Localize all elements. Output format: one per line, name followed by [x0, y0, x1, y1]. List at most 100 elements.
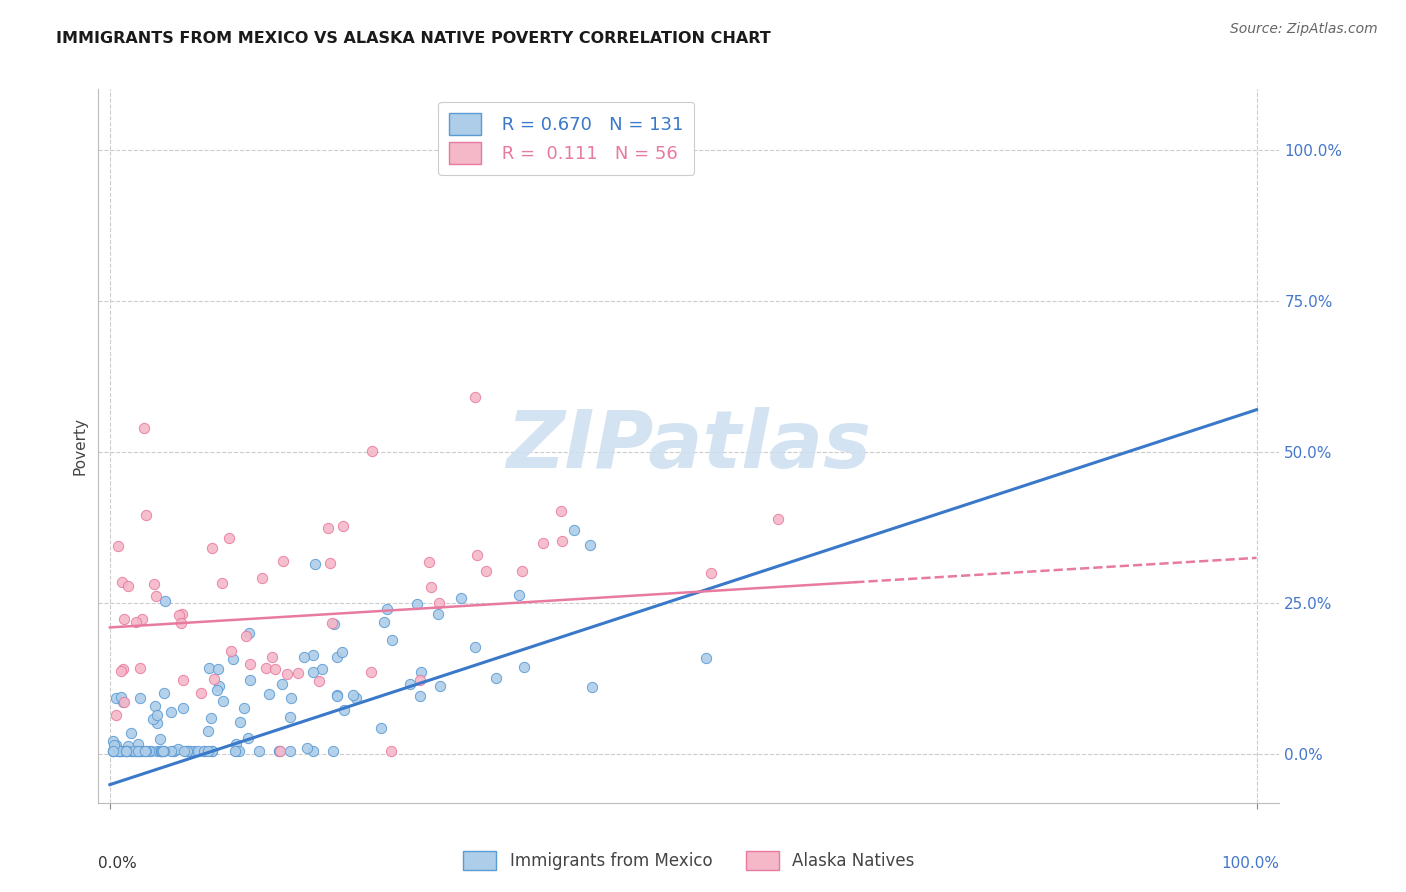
Point [344, 691, 367, 706]
Point [411, 665, 433, 680]
Point [173, 744, 195, 758]
Point [176, 744, 198, 758]
Point [301, 648, 323, 662]
Point [280, 691, 302, 706]
Point [131, 612, 153, 626]
Point [250, 571, 273, 585]
Point [110, 690, 132, 705]
Point [122, 744, 145, 758]
Point [108, 744, 131, 758]
Point [360, 665, 382, 680]
Point [107, 539, 129, 553]
Point [150, 744, 173, 758]
Point [302, 744, 325, 758]
Point [193, 744, 215, 758]
Point [208, 679, 231, 693]
Point [464, 390, 486, 404]
Point [267, 744, 290, 758]
Point [409, 689, 432, 703]
Point [325, 690, 347, 704]
Point [159, 744, 181, 758]
Point [464, 640, 486, 654]
Point [129, 744, 152, 758]
Point [238, 625, 260, 640]
Point [132, 421, 155, 435]
Point [247, 744, 270, 758]
Point [302, 665, 325, 679]
Point [127, 744, 149, 758]
Point [110, 744, 132, 758]
Point [152, 744, 174, 758]
Point [127, 744, 149, 758]
Point [128, 661, 150, 675]
Point [150, 744, 173, 758]
Point [145, 589, 167, 603]
Point [153, 686, 176, 700]
Point [129, 744, 152, 758]
Text: Source: ZipAtlas.com: Source: ZipAtlas.com [1230, 22, 1378, 37]
Point [405, 597, 427, 611]
Point [146, 707, 169, 722]
Point [177, 744, 200, 758]
Point [115, 744, 138, 758]
Point [125, 615, 148, 629]
Point [132, 744, 155, 758]
Point [380, 744, 402, 758]
Point [108, 744, 131, 758]
Point [198, 661, 221, 675]
Point [228, 744, 250, 758]
Point [179, 744, 201, 758]
Point [513, 659, 536, 673]
Point [408, 673, 430, 687]
Point [103, 738, 125, 752]
Text: 100.0%: 100.0% [1222, 856, 1279, 871]
Point [316, 521, 339, 535]
Point [485, 671, 508, 685]
Point [474, 564, 496, 578]
Point [117, 739, 139, 754]
Point [238, 673, 260, 687]
Point [139, 744, 162, 758]
Point [531, 536, 554, 550]
Point [321, 615, 343, 630]
Point [162, 744, 184, 758]
Point [239, 657, 262, 671]
Point [104, 707, 127, 722]
Point [322, 744, 344, 758]
Point [322, 617, 344, 632]
Point [200, 711, 222, 725]
Point [149, 744, 172, 758]
Point [187, 744, 209, 758]
Point [193, 744, 215, 758]
Point [167, 607, 190, 622]
Point [201, 541, 224, 556]
Point [264, 662, 287, 676]
Point [224, 744, 246, 758]
Point [700, 566, 723, 581]
Point [142, 577, 165, 591]
Point [117, 579, 139, 593]
Point [201, 744, 224, 758]
Point [183, 744, 205, 758]
Point [176, 744, 198, 758]
Point [551, 534, 574, 549]
Point [233, 701, 256, 715]
Point [278, 710, 301, 724]
Point [427, 596, 450, 610]
Point [262, 649, 284, 664]
Point [381, 632, 404, 647]
Point [235, 629, 257, 643]
Point [308, 674, 330, 689]
Point [202, 672, 225, 686]
Point [229, 714, 252, 729]
Point [112, 695, 135, 709]
Point [278, 744, 301, 758]
Point [562, 523, 585, 537]
Point [110, 575, 132, 590]
Point [172, 673, 194, 688]
Text: 0.0%: 0.0% [98, 856, 138, 871]
Point [768, 512, 790, 526]
Point [146, 715, 169, 730]
Point [127, 744, 149, 758]
Point [103, 733, 125, 747]
